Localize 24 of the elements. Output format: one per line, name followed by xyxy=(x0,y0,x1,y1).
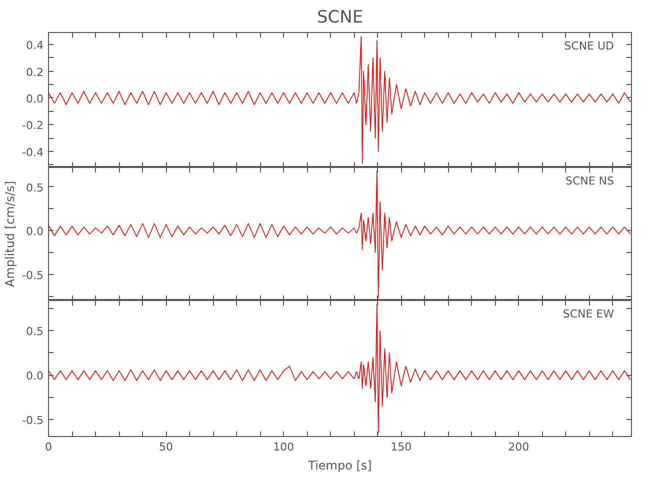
x-tick-label: 100 xyxy=(273,440,294,454)
y-tick-label: 0.4 xyxy=(26,39,44,52)
annotation: SCNE UD xyxy=(564,40,614,52)
x-tick-label: 0 xyxy=(45,440,52,454)
annotation: SCNE NS xyxy=(565,174,614,188)
y-tick-label: 0.2 xyxy=(26,66,44,79)
y-tick-label: -0.5 xyxy=(22,414,44,428)
line-series xyxy=(48,304,631,434)
line-series xyxy=(48,36,631,164)
y-tick-label: -0.5 xyxy=(22,268,44,282)
y-tick-label: -0.2 xyxy=(22,119,44,132)
x-tick-label: 200 xyxy=(508,440,530,454)
y-tick-label: 0.5 xyxy=(26,181,44,194)
y-tick-label: -0.4 xyxy=(22,146,44,159)
y-tick-label: 0.5 xyxy=(26,325,44,338)
y-axis-title: Amplitud [cm/s/s] xyxy=(3,180,18,288)
x-tick-label: 150 xyxy=(390,440,412,454)
x-tick-label: 50 xyxy=(159,440,174,454)
chart-title: SCNE xyxy=(316,8,364,28)
y-tick-label: 0.0 xyxy=(26,92,44,106)
annotation: SCNE EW xyxy=(562,308,614,321)
y-tick-label: 0.0 xyxy=(26,370,44,383)
x-axis-title: Tiempo [s] xyxy=(307,458,372,472)
y-tick-label: 0.0 xyxy=(26,225,44,238)
